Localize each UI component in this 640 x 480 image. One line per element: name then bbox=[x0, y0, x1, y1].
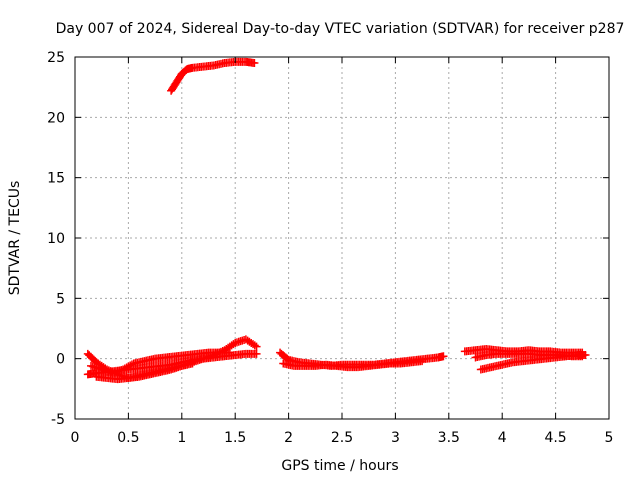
x-tick-label: 1.5 bbox=[224, 430, 246, 446]
data-point bbox=[188, 359, 197, 368]
data-point bbox=[225, 348, 234, 357]
y-tick-label: 25 bbox=[47, 50, 65, 66]
x-tick-labels: 0 0.5 1 1.5 2 2.5 3 3.5 4 4.5 5 bbox=[71, 430, 614, 446]
x-tick-label: 2.5 bbox=[331, 430, 353, 446]
x-tick-label: 4 bbox=[498, 430, 507, 446]
data-point bbox=[229, 340, 238, 349]
data-point bbox=[418, 357, 427, 366]
x-tick-label: 3 bbox=[391, 430, 400, 446]
chart-title: Day 007 of 2024, Sidereal Day-to-day VTE… bbox=[56, 21, 625, 37]
x-tick-label: 4.5 bbox=[544, 430, 566, 446]
grid-lines bbox=[75, 57, 609, 419]
x-tick-label: 0.5 bbox=[117, 430, 139, 446]
y-tick-labels: -5 0 5 10 15 20 25 bbox=[47, 50, 65, 428]
x-tick-label: 2 bbox=[284, 430, 293, 446]
x-axis-label: GPS time / hours bbox=[281, 458, 398, 474]
x-tick-label: 5 bbox=[605, 430, 614, 446]
data-point bbox=[581, 351, 590, 360]
data-points bbox=[83, 57, 590, 384]
y-tick-label: 20 bbox=[47, 110, 65, 126]
series-seg-i bbox=[476, 351, 590, 374]
x-tick-label: 0 bbox=[71, 430, 80, 446]
series-sat-high bbox=[167, 57, 259, 95]
x-tick-label: 3.5 bbox=[438, 430, 460, 446]
data-point bbox=[252, 342, 261, 351]
data-point bbox=[439, 352, 448, 361]
series-seg-f bbox=[279, 357, 427, 372]
y-tick-label: 15 bbox=[47, 171, 65, 187]
y-tick-label: -5 bbox=[51, 412, 65, 428]
y-tick-label: 0 bbox=[56, 352, 65, 368]
y-axis-label: SDTVAR / TECUs bbox=[7, 181, 23, 296]
y-tick-label: 10 bbox=[47, 231, 65, 247]
data-point bbox=[250, 341, 259, 350]
axis-ticks bbox=[74, 56, 610, 420]
y-tick-label: 5 bbox=[56, 291, 65, 307]
x-tick-label: 1 bbox=[177, 430, 186, 446]
data-point bbox=[250, 59, 259, 68]
data-point bbox=[127, 360, 136, 369]
data-point bbox=[252, 349, 261, 358]
series-seg-d bbox=[92, 359, 197, 384]
